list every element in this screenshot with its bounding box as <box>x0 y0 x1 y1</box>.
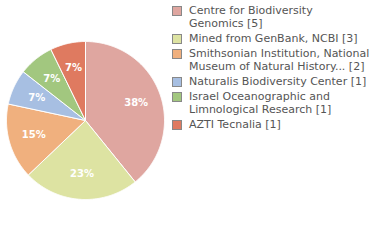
html-text:Naturalis Biodiversity Center: Naturalis Biodiversity Center [1] <box>189 75 367 88</box>
svg-text:7%: 7% <box>43 73 60 84</box>
html-text:Mined from GenBank, NCBI [3]: Mined from GenBank, NCBI [3] <box>189 32 358 45</box>
html-text:Israel Oceanographic and Limno: Israel Oceanographic and Limnological Re… <box>189 90 332 116</box>
svg-text:23%: 23% <box>70 168 94 179</box>
html-text:AZTI Tecnalia [1]: AZTI Tecnalia [1] <box>189 118 281 131</box>
svg-text:15%: 15% <box>22 129 46 140</box>
html-text:Smithsonian Institution, Natio: Smithsonian Institution, National Museum… <box>189 47 370 73</box>
svg-text:38%: 38% <box>124 97 148 108</box>
html-text:Centre for Biodiversity Genomi: Centre for Biodiversity Genomics [5] <box>189 4 313 30</box>
svg-text:7%: 7% <box>65 62 82 73</box>
svg-text:7%: 7% <box>28 92 45 103</box>
